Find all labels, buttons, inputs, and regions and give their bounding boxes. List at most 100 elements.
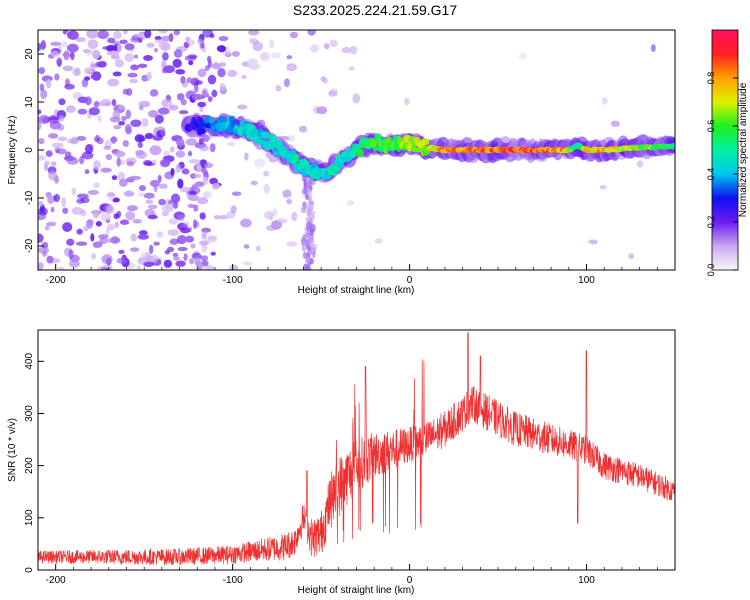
spectrogram-cell	[146, 71, 152, 82]
spectrogram-cell	[85, 49, 93, 56]
colorbar-frame	[711, 29, 739, 271]
spectrogram-cell	[137, 233, 149, 240]
spectrogram-cell	[231, 191, 242, 196]
spectrogram-cell	[204, 65, 210, 72]
spectrogram-cell	[263, 170, 270, 177]
spectrogram-cell	[147, 109, 159, 118]
spectrogram-cell	[38, 115, 50, 124]
spectrogram-cell	[173, 256, 180, 261]
spectrogram-cell	[145, 251, 150, 260]
spectrogram-cell	[191, 184, 197, 191]
spectrogram-cell	[300, 206, 307, 214]
spectrogram-cell	[143, 192, 155, 199]
spectrogram-cell	[207, 74, 217, 85]
spectrogram-cell	[213, 215, 221, 220]
spectrogram-cell	[71, 187, 77, 196]
colorbar-tick-label: 0.2	[706, 216, 716, 229]
spectrogram-cell	[178, 110, 189, 115]
spectrogram-cell	[194, 181, 205, 187]
spectrogram-cell	[610, 120, 620, 127]
spectrogram-cell	[77, 108, 88, 115]
snr-xlabel: Height of straight line (km)	[298, 585, 415, 596]
spectrogram-cell	[205, 236, 217, 243]
spectrogram-cell	[588, 239, 598, 245]
spectrogram-cell	[356, 149, 364, 157]
spectrogram-cell	[302, 233, 307, 243]
spectrogram-cell	[66, 238, 75, 246]
spectrogram-cell	[177, 178, 184, 189]
spectrogram-cell	[161, 210, 169, 217]
spectrogram-cell	[329, 39, 338, 48]
spectrogram-cell	[138, 100, 151, 108]
spectrogram-cell	[305, 194, 310, 200]
spectrogram-xlabel: Height of straight line (km)	[298, 285, 415, 296]
spectrogram-cell	[112, 30, 122, 40]
spectrogram-cell	[129, 64, 140, 71]
spectrogram-cell	[113, 124, 122, 130]
spectrogram-cell	[230, 205, 237, 214]
spectrogram-cell	[310, 44, 320, 53]
spectrogram-cell	[50, 206, 55, 213]
spectrogram-cell	[183, 253, 188, 262]
spectrogram-cell	[272, 221, 279, 228]
spectrogram-cell	[116, 156, 121, 167]
spectrogram-cell	[242, 261, 252, 266]
spectrogram-cell	[79, 155, 85, 165]
spectrogram-cell	[54, 73, 60, 81]
spectrogram-cell	[86, 30, 99, 39]
spectrogram-cell	[190, 77, 200, 86]
spectrogram-cell	[148, 204, 158, 210]
y-tick-label: 300	[24, 405, 35, 422]
spectrogram-cell	[167, 229, 180, 237]
spectrogram-cell	[250, 180, 258, 186]
spectrogram-cell	[149, 145, 162, 156]
spectrogram-cell	[149, 179, 160, 187]
spectrogram-cell	[158, 198, 166, 206]
spectrogram-cell	[270, 52, 281, 59]
spectrogram-cell	[312, 210, 316, 220]
spectrogram-cell	[116, 210, 122, 218]
spectrogram-cell	[149, 254, 159, 263]
spectrogram-cell	[519, 52, 527, 60]
spectrogram-cell	[67, 30, 79, 40]
spectrogram-cell	[112, 71, 122, 77]
y-tick-label: 100	[24, 509, 35, 526]
spectrogram-y-axis: -20 -10 0 10 20	[24, 48, 44, 253]
spectrogram-cell	[628, 253, 635, 259]
x-tick-label: -200	[46, 575, 66, 586]
spectrogram-cell	[99, 101, 106, 107]
spectrogram-cell	[202, 134, 210, 143]
spectrogram-cell	[420, 138, 430, 146]
spectrogram-cell	[286, 63, 298, 72]
spectrogram-cell	[58, 115, 65, 122]
spectrogram-cell	[125, 126, 132, 135]
spectrogram-cell	[61, 197, 66, 207]
spectrogram-cell	[125, 210, 136, 221]
spectrogram-cell	[294, 153, 300, 162]
spectrogram-cell	[210, 251, 216, 256]
spectrogram-cell	[650, 44, 656, 53]
y-tick-label: 10	[24, 96, 35, 108]
spectrogram-cell	[187, 39, 195, 46]
spectrogram-cell	[346, 200, 355, 206]
spectrogram-cell	[187, 203, 196, 208]
spectrogram-cell	[75, 241, 88, 246]
spectrogram-cell	[84, 143, 94, 154]
spectrogram-cell	[116, 43, 122, 53]
spectrogram-cell	[268, 39, 275, 49]
spectrogram-cell	[38, 67, 46, 75]
spectrogram-cell	[169, 146, 175, 153]
spectrogram-cell	[50, 50, 60, 57]
spectrogram-cell	[114, 150, 126, 158]
spectrogram-cell	[129, 247, 140, 252]
spectrogram-cell	[199, 212, 206, 220]
figure-title: S233.2025.224.21.59.G17	[293, 2, 457, 18]
spectrogram-cell	[172, 252, 179, 258]
spectrogram-ylabel: Frequency (Hz)	[7, 116, 18, 185]
spectrogram-cell	[149, 89, 159, 97]
spectrogram-cell	[180, 75, 186, 84]
spectrogram-cell	[118, 121, 126, 126]
spectrogram-cell	[301, 188, 308, 195]
spectrogram-cell	[255, 245, 261, 252]
